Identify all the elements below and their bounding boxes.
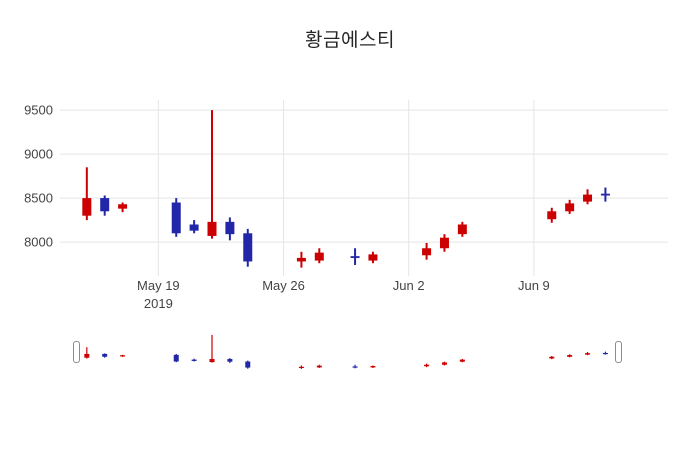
candle-body	[583, 194, 593, 202]
candle-body	[424, 364, 430, 367]
candle-body	[118, 204, 128, 209]
candle-body	[120, 355, 126, 357]
candle-body	[100, 198, 110, 212]
y-tick-label: 8000	[24, 235, 53, 250]
y-tick-label: 9500	[24, 103, 53, 118]
candle-body	[314, 252, 324, 261]
candle-body	[350, 256, 360, 258]
y-tick-label: 8500	[24, 191, 53, 206]
candle-body	[245, 361, 251, 368]
candle-body	[191, 359, 197, 361]
rangeslider-handle-left[interactable]	[73, 341, 80, 363]
candle-body	[243, 233, 253, 262]
candle-body	[457, 224, 467, 235]
chart-title: 황금에스티	[305, 30, 395, 51]
candle-body	[370, 366, 376, 368]
candle-body	[547, 211, 557, 220]
candle-body	[441, 362, 447, 365]
x-tick-label: Jun 2	[393, 278, 425, 293]
candle-body	[189, 224, 199, 231]
candle-body	[600, 193, 610, 196]
candle-body	[207, 221, 217, 236]
candle-body	[225, 221, 235, 235]
candle-body	[227, 359, 233, 362]
candle-body	[459, 359, 465, 362]
x-tick-label: May 19	[137, 278, 180, 293]
candle-body	[102, 353, 108, 357]
x-tick-sublabel: 2019	[144, 296, 173, 311]
candle-body	[352, 366, 358, 368]
x-tick-label: May 26	[262, 278, 305, 293]
candle-body	[316, 365, 322, 368]
candle-body	[422, 248, 432, 256]
candle-body	[171, 202, 181, 234]
candle-body	[565, 203, 575, 212]
candle-body	[439, 237, 449, 249]
y-tick-label: 9000	[24, 147, 53, 162]
candle-body	[209, 359, 215, 363]
candle-body	[173, 354, 179, 362]
candle-body	[296, 257, 306, 262]
candle-body	[84, 353, 90, 358]
candle-body	[567, 355, 573, 357]
rangeslider-handle-right[interactable]	[615, 341, 622, 363]
rangeslider-track[interactable]	[58, 330, 628, 374]
candle-body	[368, 254, 378, 261]
candle-body	[602, 352, 608, 355]
candle-body	[82, 198, 92, 216]
candle-body	[549, 356, 555, 359]
candle-body	[585, 353, 591, 355]
candle-body	[298, 366, 304, 369]
x-tick-label: Jun 9	[518, 278, 550, 293]
